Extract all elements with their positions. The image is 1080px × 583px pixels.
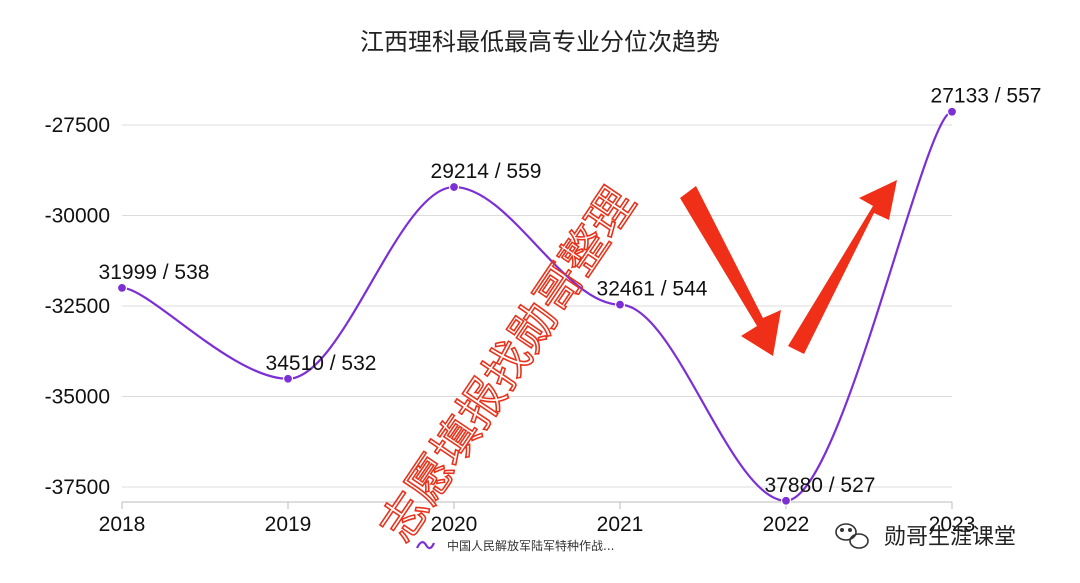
y-tick-label: -32500 xyxy=(45,295,110,318)
data-label: 29214 / 559 xyxy=(431,160,542,183)
data-point xyxy=(946,106,958,117)
grid xyxy=(122,124,952,503)
up-arrow-icon xyxy=(788,180,897,354)
data-label: 27133 / 557 xyxy=(931,85,1042,108)
wechat-icon xyxy=(835,523,869,549)
y-tick-label: -27500 xyxy=(45,114,110,137)
data-point xyxy=(116,282,128,293)
data-label: 34510 / 532 xyxy=(266,352,377,375)
data-point xyxy=(448,181,460,193)
y-tick-label: -35000 xyxy=(45,386,110,409)
y-axis: -27500 -30000 -32500 -35000 -37500 xyxy=(45,114,110,499)
x-tick-label: 2019 xyxy=(265,513,312,536)
data-label: 32461 / 544 xyxy=(597,278,708,301)
legend-label: 中国人民解放军陆军特种作战... xyxy=(447,538,614,553)
x-tick-label: 2022 xyxy=(763,513,810,536)
brand-text: 勋哥生涯课堂 xyxy=(884,525,1016,550)
down-arrow-icon xyxy=(680,186,781,356)
data-point xyxy=(780,495,792,506)
x-tick-label: 2018 xyxy=(99,513,146,536)
legend: 中国人民解放军陆军特种作战... xyxy=(416,538,614,553)
data-labels: 31999 / 538 34510 / 532 29214 / 559 32461 /… xyxy=(99,85,1042,497)
y-tick-label: -30000 xyxy=(45,205,110,228)
data-label: 37880 / 527 xyxy=(765,474,876,497)
watermark-text: 志愿填报找勋哥整理 xyxy=(369,178,645,551)
x-tick-label: 2023 xyxy=(929,513,976,536)
y-tick-label: -37500 xyxy=(45,476,110,499)
legend-swatch xyxy=(416,541,436,550)
data-point xyxy=(614,299,626,310)
data-point xyxy=(282,373,294,384)
data-points xyxy=(116,106,958,506)
brand-mark: 勋哥生涯课堂 xyxy=(835,523,1016,550)
x-axis: 2018 2019 2020 2021 2022 2023 xyxy=(99,502,976,536)
x-tick-label: 2021 xyxy=(597,513,644,536)
chart-title: 江西理科最低最高专业分位次趋势 xyxy=(360,28,720,56)
data-label: 31999 / 538 xyxy=(99,261,210,284)
x-tick-label: 2020 xyxy=(431,513,478,536)
